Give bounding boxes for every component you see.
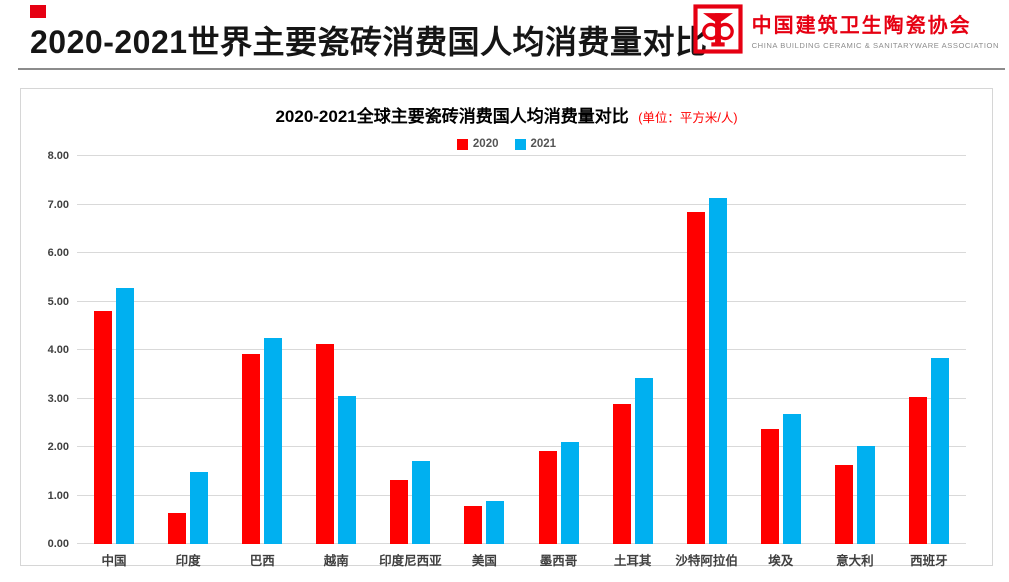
bar-group-美国: [447, 156, 521, 544]
bar-group-印度: [151, 156, 225, 544]
x-label-中国: 中国: [101, 554, 127, 568]
bar-group-越南: [299, 156, 373, 544]
x-label-意大利: 意大利: [836, 554, 874, 568]
bar-2020-越南: [316, 344, 335, 544]
gridline: [77, 349, 966, 350]
bar-2020-沙特阿拉伯: [686, 211, 705, 544]
x-axis-labels: 中国 印度 巴西 越南 印度尼西亚 美国 墨西哥 土耳其 沙特阿拉伯 埃及 意大利 西班牙: [77, 550, 966, 569]
bar-group-西班牙: [892, 156, 966, 544]
gridline: [77, 494, 966, 496]
y-tick-label: 3.00: [47, 392, 69, 405]
bar-group-中国: [77, 156, 151, 544]
gridline: [77, 446, 966, 447]
legend-item-2021: 2021: [514, 138, 557, 150]
bar-2021-印度: [190, 472, 209, 544]
bar-group-意大利: [818, 156, 892, 544]
red-accent-square: [30, 5, 46, 18]
y-tick-label: 4.00: [47, 344, 69, 356]
bar-2020-美国: [464, 505, 483, 544]
bar-2021-中国: [116, 288, 135, 544]
y-tick-label: 2.00: [47, 441, 69, 453]
plot-area: 0.00 1.00 2.00 3.00 4.00 5.00 6.00 7.00 8.00: [48, 150, 966, 550]
bar-2020-西班牙: [908, 397, 927, 544]
bar-2020-埃及: [760, 428, 779, 544]
x-label-越南: 越南: [323, 554, 349, 568]
bar-2021-印度尼西亚: [412, 460, 431, 544]
bar-2021-意大利: [856, 446, 875, 544]
x-label-美国: 美国: [471, 554, 497, 568]
y-tick-label: 5.00: [47, 295, 69, 308]
bar-2021-越南: [338, 395, 357, 544]
bar-2021-埃及: [782, 414, 801, 544]
x-label-沙特阿拉伯: 沙特阿拉伯: [675, 554, 738, 568]
bar-group-墨西哥: [521, 156, 595, 544]
bar-2021-巴西: [264, 338, 283, 544]
bar-group-沙特阿拉伯: [670, 156, 744, 544]
bar-group-土耳其: [596, 156, 670, 544]
bar-2021-墨西哥: [560, 442, 579, 544]
association-name-cn: 中国建筑卫生陶瓷协会: [751, 14, 972, 37]
bar-2021-土耳其: [634, 377, 653, 544]
bar-group-埃及: [744, 156, 818, 544]
y-tick-label: 7.00: [47, 198, 69, 211]
bar-group-巴西: [225, 156, 299, 544]
gridline: [77, 397, 966, 399]
header-divider: [18, 68, 1005, 70]
page-header: 2020-2021世界主要瓷砖消费国人均消费量对比 中国建筑卫生陶瓷协会 CHI…: [0, 0, 1009, 70]
legend-item-2020: 2020: [456, 138, 499, 150]
x-label-西班牙: 西班牙: [910, 554, 948, 568]
association-logo: 中国建筑卫生陶瓷协会 CHINA BUILDING CERAMIC & SANI…: [693, 4, 999, 54]
association-logo-icon: [693, 4, 743, 54]
bar-2020-墨西哥: [538, 451, 557, 544]
gridline: [77, 252, 966, 253]
y-tick-label: 8.00: [47, 150, 69, 162]
chart-unit-label: (单位：平方米/人): [638, 111, 738, 125]
bar-2021-沙特阿拉伯: [708, 198, 727, 544]
association-name-en: CHINA BUILDING CERAMIC & SANITARYWARE AS…: [751, 40, 999, 50]
x-label-印度尼西亚: 印度尼西亚: [379, 554, 442, 568]
chart-title: 2020-2021全球主要瓷砖消费国人均消费量对比: [275, 107, 629, 126]
bar-2020-土耳其: [612, 404, 631, 544]
x-label-巴西: 巴西: [249, 554, 275, 568]
x-label-墨西哥: 墨西哥: [539, 554, 578, 568]
bar-group-印度尼西亚: [373, 156, 447, 544]
bar-2021-西班牙: [930, 357, 949, 544]
chart-legend: 2020 2021: [21, 138, 992, 150]
x-label-印度: 印度: [175, 554, 201, 568]
legend-swatch-2021: [514, 138, 526, 150]
bar-2020-印度: [168, 512, 187, 544]
bar-groups: [77, 156, 966, 544]
x-label-埃及: 埃及: [768, 554, 794, 568]
bar-2020-印度尼西亚: [390, 480, 409, 544]
x-label-土耳其: 土耳其: [613, 554, 652, 568]
y-tick-label: 0.00: [47, 538, 69, 550]
bar-2020-意大利: [834, 464, 853, 544]
chart-panel: 2020-2021全球主要瓷砖消费国人均消费量对比 (单位：平方米/人) 202…: [20, 88, 993, 569]
bar-2020-巴西: [242, 354, 261, 544]
bar-2021-美国: [486, 501, 505, 544]
legend-label-2021: 2021: [530, 138, 557, 150]
y-tick-label: 1.00: [47, 489, 69, 502]
gridline: [77, 203, 966, 205]
legend-label-2020: 2020: [472, 138, 499, 150]
bar-2020-中国: [94, 311, 113, 544]
legend-swatch-2020: [456, 138, 468, 150]
page-title: 2020-2021世界主要瓷砖消费国人均消费量对比: [30, 24, 708, 60]
y-tick-label: 6.00: [47, 247, 69, 259]
gridline: [77, 300, 966, 302]
gridline: [77, 155, 966, 156]
gridline: [77, 543, 966, 544]
